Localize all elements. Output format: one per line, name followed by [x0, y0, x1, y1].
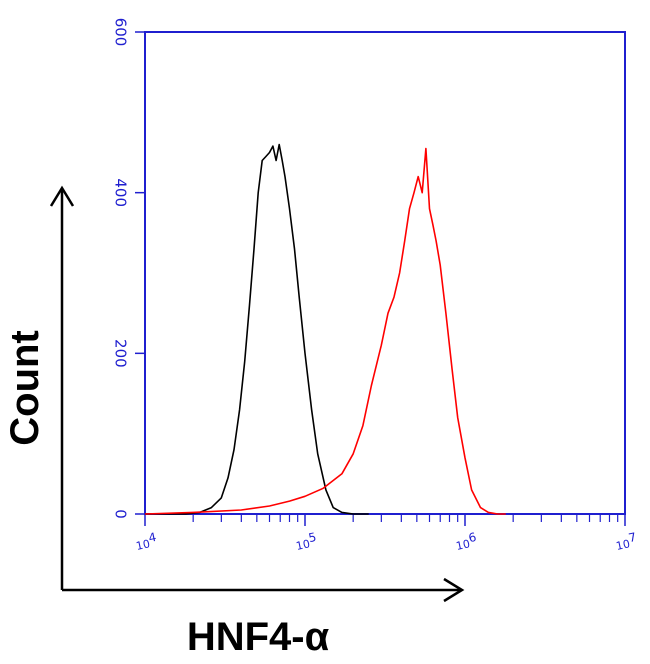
x-tick-exponent: 4	[147, 530, 157, 545]
x-tick-exponent: 5	[307, 530, 317, 545]
y-tick-label: 200	[112, 339, 130, 368]
y-tick-label: 400	[112, 178, 130, 207]
x-tick-label: 105	[294, 530, 319, 553]
x-tick-label: 104	[134, 530, 159, 553]
x-tick-base: 10	[295, 537, 311, 553]
x-tick-label: 106	[454, 530, 479, 553]
x-tick-label: 107	[614, 530, 639, 553]
x-tick-text: 107	[614, 530, 639, 553]
x-tick-exponent: 6	[467, 530, 477, 545]
x-tick-text: 104	[134, 530, 159, 553]
series-line-2	[144, 147, 506, 515]
x-tick-base: 10	[615, 537, 631, 553]
plot-frame	[144, 31, 626, 515]
x-tick-exponent: 7	[627, 530, 637, 545]
x-axis-title: HNF4-α	[187, 615, 330, 659]
x-tick-base: 10	[455, 537, 471, 553]
plot-area	[144, 31, 626, 515]
series-line-1	[145, 143, 369, 515]
y-tick-label: 0	[112, 509, 130, 519]
series-layer	[144, 143, 506, 515]
axis-arrows	[49, 185, 465, 603]
x-tick-text: 105	[294, 530, 319, 553]
x-tick-text: 106	[454, 530, 479, 553]
x-tick-base: 10	[135, 537, 151, 553]
y-tick-label: 600	[112, 18, 130, 47]
y-axis-title: Count	[3, 330, 47, 446]
x-arrow-head	[443, 577, 465, 603]
y-arrow-head	[49, 185, 75, 207]
